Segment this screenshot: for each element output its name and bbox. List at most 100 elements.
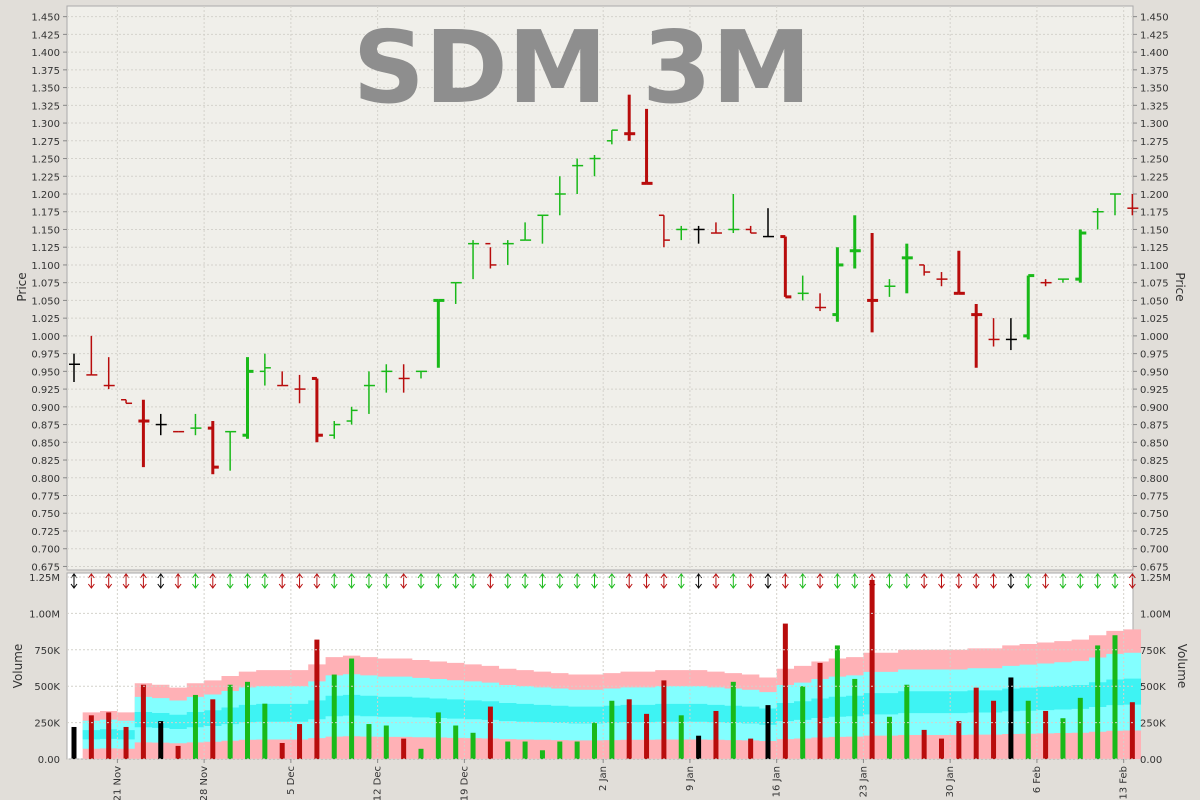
price-tick-label-left: 0.925 [31,385,60,396]
volume-bar [748,738,754,759]
volume-bar [158,721,164,759]
volume-tick-label-left: 750K [34,646,60,657]
volume-bar [574,741,580,759]
volume-bar [1008,677,1014,759]
price-tick-label-left: 1.375 [31,66,60,77]
trend-arrow-heads [140,573,147,589]
volume-bar [765,705,771,759]
trend-arrow-heads [313,573,321,589]
price-tick-label-left: 1.000 [31,332,60,343]
price-tick-label-right: 0.925 [1140,385,1169,396]
volume-bar [227,684,233,759]
trend-arrow-heads [157,573,165,589]
volume-tick-label-left: 500K [34,682,60,693]
date-tick-label: 12 Dec [373,766,384,800]
trend-arrow-heads [87,573,95,589]
volume-bar [991,700,997,759]
price-tick-label-right: 1.175 [1140,208,1169,219]
volume-bar [921,729,927,759]
trend-arrow-heads [660,573,668,589]
volume-bar [1095,645,1101,759]
price-tick-label-right: 1.075 [1140,279,1169,290]
price-tick-label-right: 1.350 [1140,84,1169,95]
volume-bar [904,684,910,759]
volume-bar [106,712,112,759]
volume-bar [782,623,788,759]
price-tick-label-right: 0.700 [1140,545,1169,556]
volume-bar [314,639,320,759]
price-tick-label-right: 1.325 [1140,101,1169,112]
volume-tick-label-right: 750K [1140,646,1166,657]
price-tick-label-right: 0.800 [1140,474,1169,485]
price-tick-label-right: 0.900 [1140,403,1169,414]
trend-arrow-heads [816,573,824,589]
volume-tick-label-left: 1.00M [29,609,60,620]
volume-bar [175,745,181,759]
volume-bar [973,687,979,759]
price-tick-label-right: 0.975 [1140,350,1169,361]
volume-bar [210,699,216,759]
volume-bar [661,680,667,759]
trend-arrow-heads [556,573,564,589]
price-tick-label-left: 1.025 [31,314,60,325]
volume-bar [886,716,892,759]
trend-arrow-heads [608,573,616,589]
volume-label-right: Volume [1175,644,1189,689]
volume-bar [1129,702,1135,759]
price-tick-label-left: 1.075 [31,279,60,290]
price-tick-label-right: 1.225 [1140,172,1169,183]
volume-bar [1025,700,1031,759]
trend-arrow-heads [920,573,928,589]
volume-bar [71,726,77,759]
volume-bar [470,732,476,759]
volume-bar [192,694,198,759]
volume-bar [939,738,944,759]
price-tick-label-left: 0.725 [31,527,60,538]
volume-bar [696,735,702,759]
trend-arrow-heads [105,573,113,589]
volume-tick-label-right: 250K [1140,719,1166,730]
date-tick-label: 9 Jan [685,766,696,791]
volume-bar [453,725,459,759]
date-tick-label: 5 Dec [286,766,297,795]
price-tick-label-left: 1.325 [31,101,60,112]
volume-bar [331,674,337,759]
price-tick-label-left: 1.125 [31,243,60,254]
trend-arrow-heads [712,573,720,589]
volume-bar [245,681,250,759]
price-bars [69,94,1139,475]
price-tick-label-left: 1.100 [31,261,60,272]
date-tick-label: 30 Jan [945,766,956,797]
price-tick-label-left: 0.750 [31,509,60,520]
volume-bar [626,699,632,759]
price-tick-label-left: 1.425 [31,30,60,41]
volume-bar [713,710,719,759]
volume-bands [82,629,1142,759]
price-tick-label-left: 0.850 [31,438,60,449]
price-tick-label-left: 1.250 [31,155,60,166]
price-tick-label-right: 0.775 [1140,492,1169,503]
price-tick-label-right: 1.050 [1140,296,1169,307]
date-tick-label: 13 Feb [1119,766,1130,800]
volume-bar [800,686,806,759]
price-tick-label-right: 1.250 [1140,155,1169,166]
price-tick-label-left: 0.700 [31,545,60,556]
trend-arrow-heads [244,573,251,589]
trend-arrow-heads [209,573,217,589]
trend-arrow-heads [504,573,512,589]
price-tick-label-right: 0.750 [1140,509,1169,520]
price-tick-label-right: 1.150 [1140,225,1169,236]
volume-bar [140,684,146,759]
price-tick-label-left: 1.200 [31,190,60,201]
volume-bar [123,726,129,759]
price-tick-label-left: 1.225 [31,172,60,183]
price-tick-label-right: 1.100 [1140,261,1169,272]
volume-bar [539,750,545,759]
volume-bar [678,715,684,759]
price-tick-label-right: 1.000 [1140,332,1169,343]
volume-bar [88,715,94,759]
price-tick-label-left: 1.050 [31,296,60,307]
price-tick-labels: 0.675 0.675 0.700 0.700 0.725 0.725 0.750 0.750… [31,13,1168,574]
price-tick-label-right: 0.875 [1140,421,1169,432]
